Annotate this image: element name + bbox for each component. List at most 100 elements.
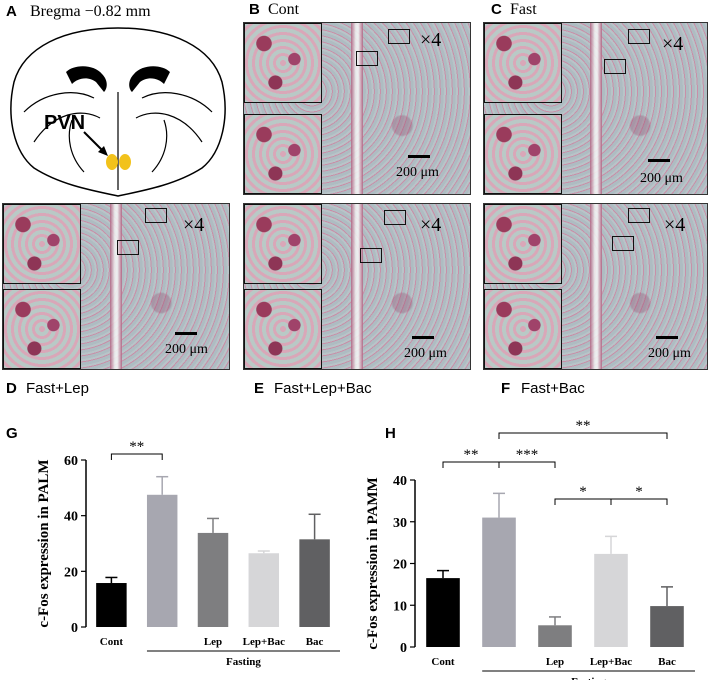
y-tick-label: 20 xyxy=(393,558,407,573)
pvn-arrow-head xyxy=(98,146,108,156)
panel-b-title: Cont xyxy=(268,1,300,18)
scale-label: 200 μm xyxy=(404,346,447,361)
significance-bracket xyxy=(110,453,163,460)
micrograph-fast-bac: ×4 200 μm xyxy=(483,203,708,370)
ventricle-right xyxy=(129,66,170,92)
scale-bar xyxy=(175,332,197,335)
micrograph-fast-lep: ×4 200 μm xyxy=(2,203,230,370)
category-label: Lep xyxy=(546,656,564,668)
category-label: Bac xyxy=(306,636,324,648)
micrograph-fast: ×4 200 μm xyxy=(483,22,708,195)
panel-a-title: Bregma −0.82 mm xyxy=(30,3,151,20)
micrograph-cont: ×4 200 μm xyxy=(243,22,471,195)
roi-box-1 xyxy=(384,210,406,225)
significance-label: * xyxy=(579,484,587,500)
hippocampus-right xyxy=(135,92,213,143)
pvn-right-marker xyxy=(119,154,131,170)
pvn-arrow xyxy=(83,131,105,153)
significance-label: * xyxy=(635,484,643,500)
brain-section-diagram xyxy=(10,27,226,197)
category-label: Cont xyxy=(100,636,124,648)
hippocampus-left xyxy=(23,92,101,143)
roi-box-2 xyxy=(604,59,626,74)
scale-bar xyxy=(648,159,670,162)
significance-bracket xyxy=(498,461,556,468)
panel-d-letter: D xyxy=(6,380,17,397)
scale-bar xyxy=(412,336,434,339)
magnification-label: ×4 xyxy=(662,33,684,55)
roi-box-2 xyxy=(612,236,634,251)
category-label: Bac xyxy=(658,656,676,668)
y-axis-label: c-Fos expression in PAMM xyxy=(365,477,381,649)
magnification-label: ×4 xyxy=(420,214,442,236)
panel-f-letter: F xyxy=(501,380,511,397)
bar xyxy=(482,517,516,647)
scale-bar xyxy=(408,155,430,158)
roi-box-1 xyxy=(628,29,650,44)
bar xyxy=(248,553,280,627)
roi-box-2 xyxy=(356,51,378,66)
group-label: Fasting xyxy=(571,676,606,680)
scale-label: 200 μm xyxy=(648,346,691,361)
inset-bottom xyxy=(244,114,322,194)
inset-bottom xyxy=(484,289,562,369)
panel-h-letter: H xyxy=(385,425,396,442)
category-label: Lep xyxy=(204,636,222,648)
significance-bracket xyxy=(610,498,668,505)
category-label: Lep+Bac xyxy=(590,656,632,668)
inset-bottom xyxy=(484,114,562,194)
chart-g: 0 20 40 60 c-Fos expression in PALM Cont Lep Le… xyxy=(36,440,340,668)
y-tick-label: 40 xyxy=(64,510,78,525)
y-tick-label: 20 xyxy=(64,565,78,580)
panel-f-title: Fast+Bac xyxy=(521,380,585,397)
panel-d-title: Fast+Lep xyxy=(26,380,89,397)
bar xyxy=(299,539,330,627)
bar xyxy=(650,606,684,647)
inset-bottom xyxy=(3,289,81,369)
y-tick-label: 0 xyxy=(71,621,78,636)
y-axis-label: c-Fos expression in PALM xyxy=(36,459,52,627)
pvn-left-marker xyxy=(106,154,118,170)
inset-top xyxy=(244,23,322,103)
bar xyxy=(538,625,572,647)
scale-label: 200 μm xyxy=(640,171,683,186)
bar xyxy=(146,494,178,627)
y-tick-label: 40 xyxy=(393,474,407,489)
internal-capsule-left xyxy=(68,119,85,173)
roi-box-1 xyxy=(628,208,650,223)
y-tick-label: 0 xyxy=(400,641,407,656)
bar xyxy=(197,532,229,627)
y-tick-label: 60 xyxy=(64,454,78,469)
scale-bar xyxy=(656,336,678,339)
category-label: Cont xyxy=(431,656,455,668)
internal-capsule-right xyxy=(151,119,168,173)
magnification-label: ×4 xyxy=(664,214,686,236)
group-label: Fasting xyxy=(226,656,261,668)
significance-label: *** xyxy=(516,447,539,463)
roi-box-1 xyxy=(145,208,167,223)
panel-c-letter: C xyxy=(491,1,502,18)
inset-top xyxy=(244,204,322,284)
magnification-label: ×4 xyxy=(420,29,442,51)
micrograph-fast-lep-bac: ×4 200 μm xyxy=(243,203,471,370)
panel-c-title: Fast xyxy=(510,1,537,18)
roi-box-2 xyxy=(117,240,139,255)
significance-bracket xyxy=(498,432,668,439)
inset-bottom xyxy=(244,289,322,369)
panel-e-letter: E xyxy=(254,380,265,397)
inset-top xyxy=(3,204,81,284)
y-tick-label: 10 xyxy=(393,599,407,614)
inset-top xyxy=(484,204,562,284)
panel-e-title: Fast+Lep+Bac xyxy=(274,380,372,397)
panel-b-letter: B xyxy=(249,1,260,18)
pvn-label: PVN xyxy=(44,112,86,134)
bar xyxy=(594,553,628,647)
chart-h: 0 10 20 30 40 c-Fos expression in PAMM Cont Lep… xyxy=(365,418,695,680)
ventricle-left xyxy=(66,66,107,92)
significance-label: ** xyxy=(464,447,479,463)
bar xyxy=(96,583,127,627)
scale-label: 200 μm xyxy=(396,165,439,180)
roi-box-2 xyxy=(360,248,382,263)
panel-g-letter: G xyxy=(6,425,18,442)
magnification-label: ×4 xyxy=(183,214,205,236)
